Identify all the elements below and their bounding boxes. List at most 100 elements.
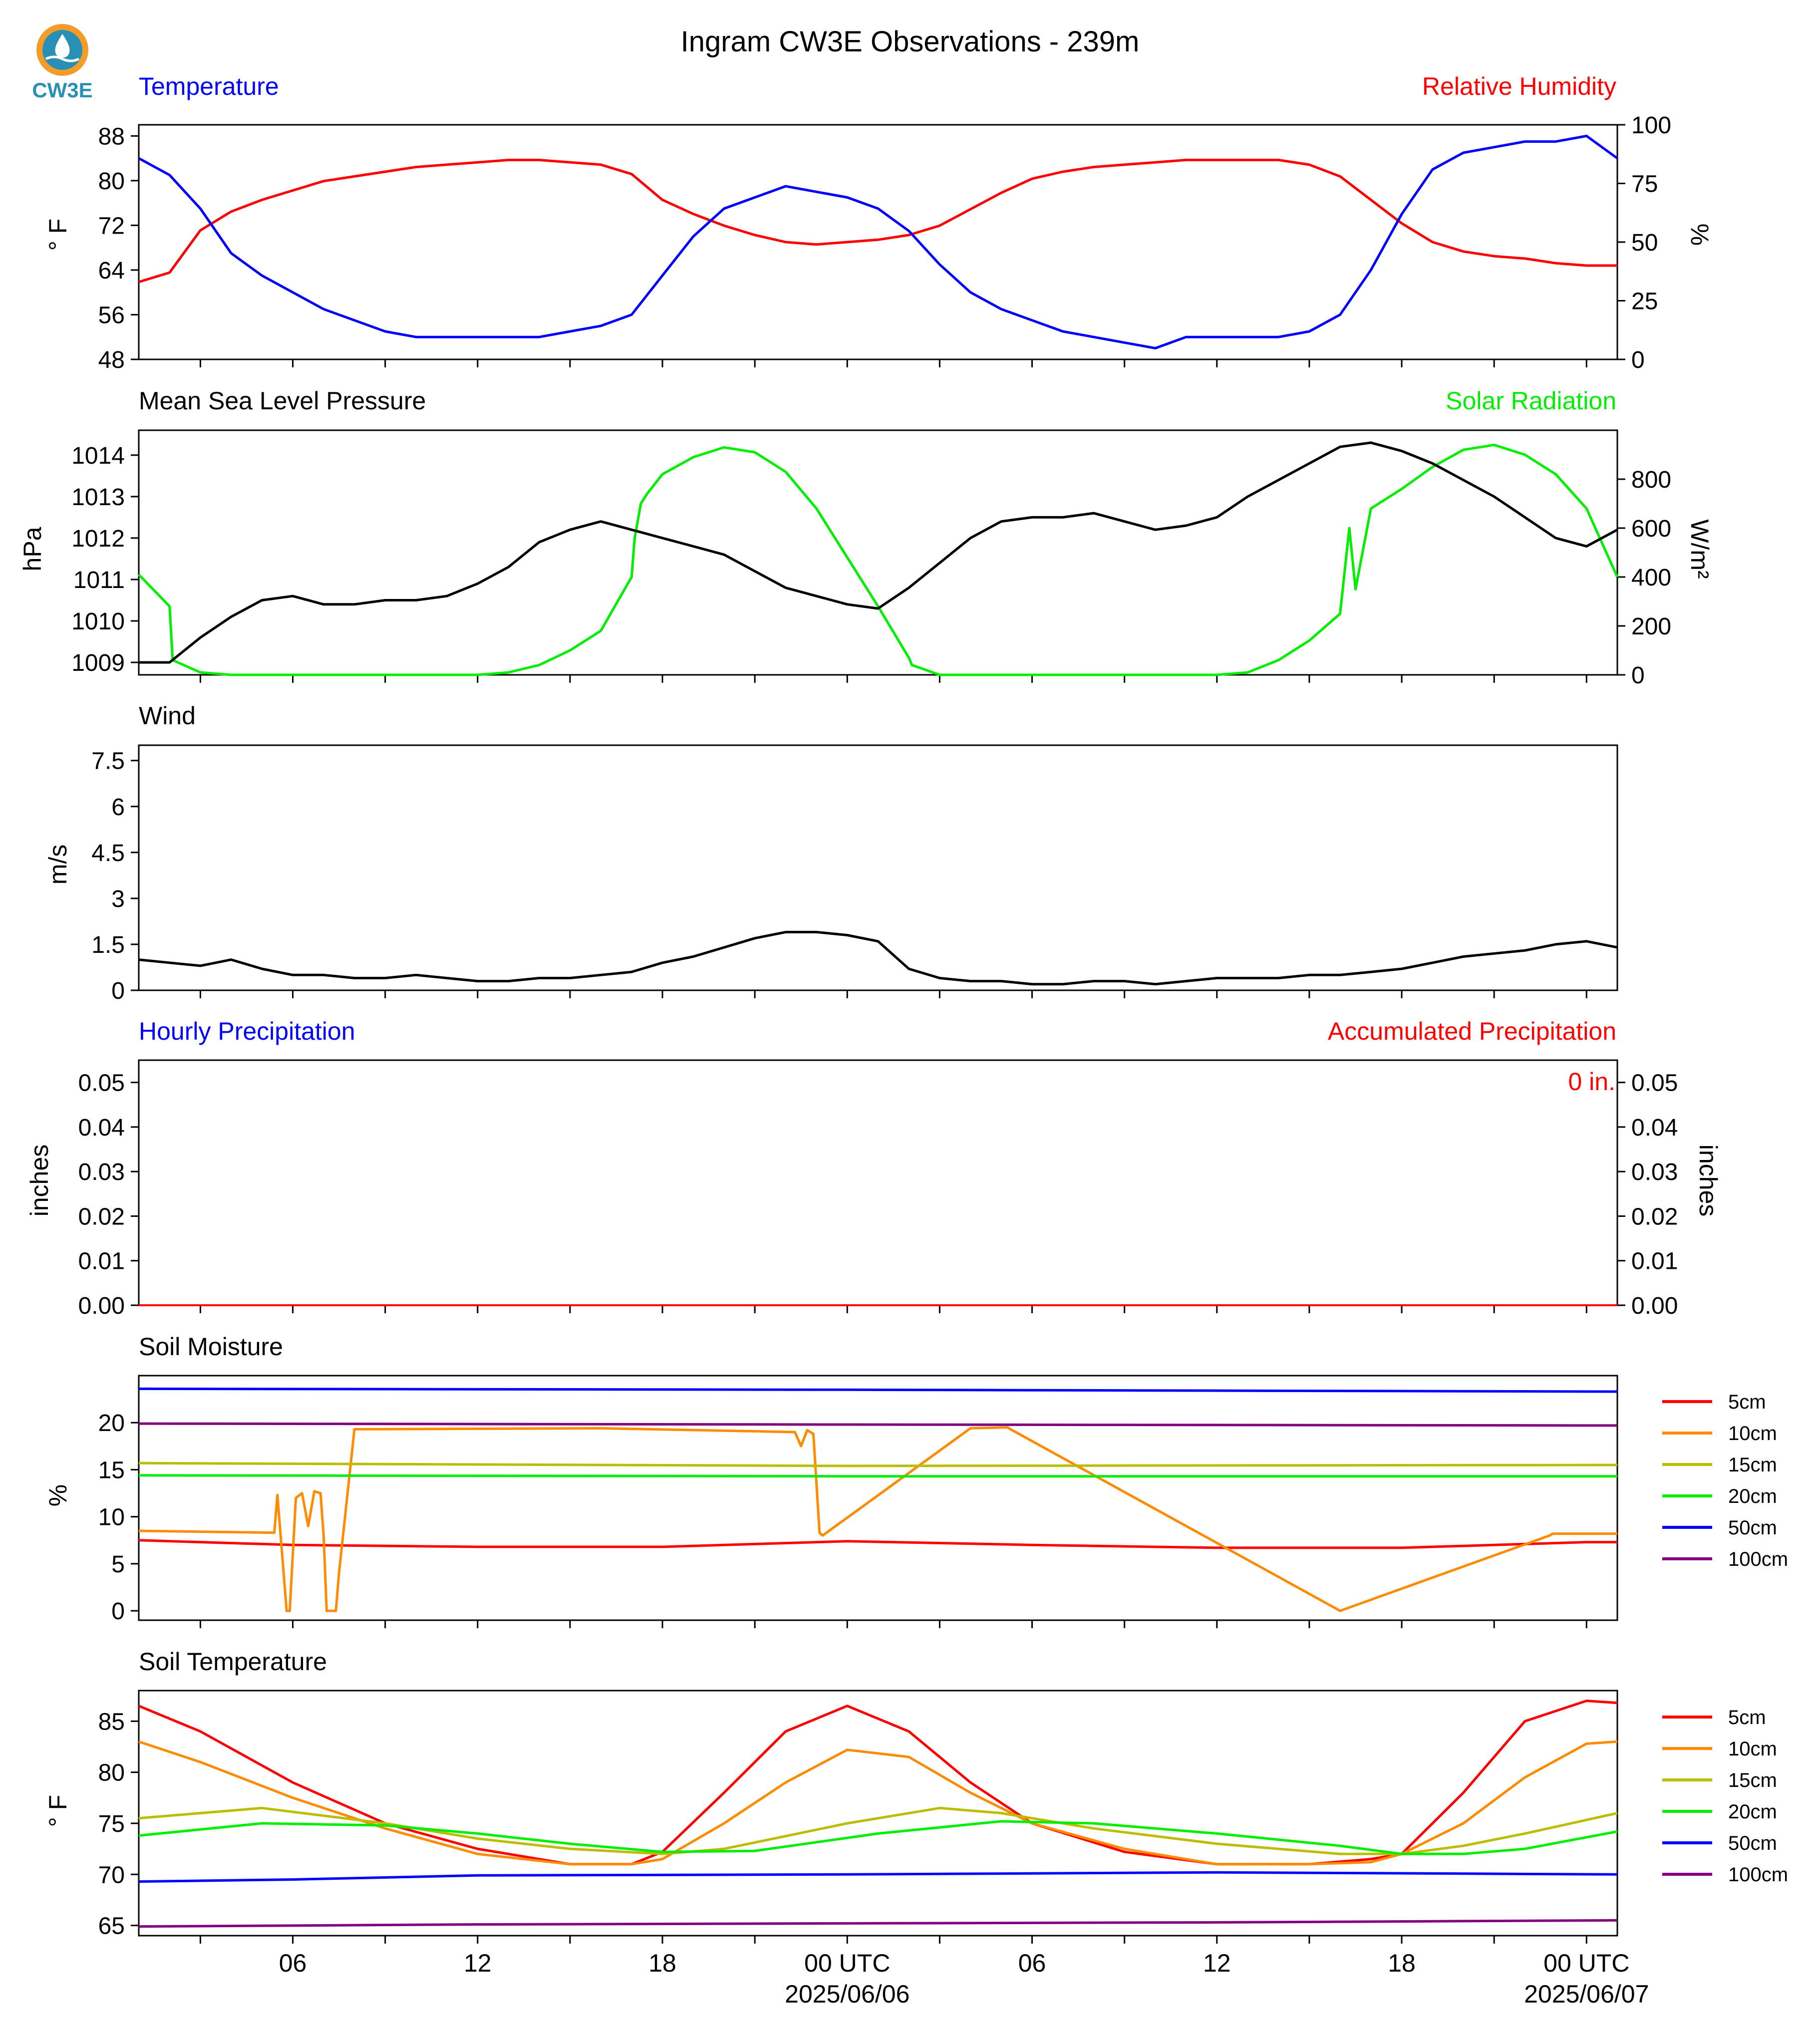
humidity-ytick-label: 0 [1631,347,1645,373]
pressure-solar-frame [138,429,1618,676]
soil-moisture-series-line [138,1426,1617,1612]
wind-ytick-label: 4.5 [91,840,125,867]
y-label-humidity: % [1686,224,1714,246]
panel-temp-rh: Temperature Relative Humidity ° F % 48 56… [44,72,1714,373]
y-label-precip-left: inches [25,1145,53,1217]
wind-ytick-label: 6 [111,794,125,821]
solar-ytick-label: 400 [1631,565,1671,591]
soil-temp-series-line [138,1871,1618,1883]
solar-ytick-label: 0 [1631,662,1645,689]
legend-label: 15cm [1728,1454,1777,1476]
legend-label: 50cm [1728,1832,1777,1854]
soil-temp-ytick-label: 85 [98,1709,125,1735]
temperature-ytick-label: 88 [98,123,125,150]
y-label-soil-temp: ° F [44,1795,72,1827]
legend-label: 20cm [1728,1801,1777,1823]
plot-temp-rh: 48 56 64 72 80 88 0 25 50 75 100 [98,112,1671,373]
x-tick-label: 18 [648,1949,676,1977]
temperature-ytick-label: 64 [98,258,125,284]
pressure-ytick-label: 1009 [71,650,125,676]
plot-wind: 0 1.5 3 4.5 6 7.5 [91,744,1618,1004]
humidity-ytick-label: 100 [1631,112,1671,139]
pressure-series-line [139,441,1618,664]
soil-temp-series-line [138,1740,1618,1866]
plot-soil-moisture: 0 5 10 15 20 [98,1375,1618,1628]
soil-moisture-ytick-label: 5 [111,1551,125,1578]
legend-label: 15cm [1728,1769,1777,1791]
temp-rh-frame [138,124,1618,360]
logo-text: CW3E [32,78,92,102]
soil-moisture-series-line [138,1422,1618,1427]
solar-series-line [138,443,1619,676]
wind-ytick-label: 1.5 [91,932,125,958]
legend-soil-moisture: 5cm 10cm 15cm 20cm 50cm 100cm [1662,1391,1788,1570]
solar-ytick-label: 600 [1631,516,1671,542]
panel-title-wind: Wind [139,702,196,730]
x-tick-label: 18 [1388,1949,1416,1977]
pressure-ytick-label: 1010 [71,608,125,635]
precip-right-ytick-label: 0.01 [1631,1248,1678,1275]
logo-wave-lines-icon [45,55,80,62]
panel-soil-temp: Soil Temperature ° F 65 70 75 80 85 5cm 10cm 1… [44,1648,1788,2008]
x-tick-label: 00 UTC [804,1949,890,1977]
accum-precip-annotation: 0 in. [1568,1068,1615,1096]
precip-right-ytick-label: 0.02 [1631,1203,1678,1230]
y-label-precip-right: inches [1694,1145,1722,1217]
precip-left-ytick-label: 0.02 [78,1203,125,1230]
x-tick-label: 06 [279,1949,307,1977]
soil-temp-series-line [138,1806,1618,1855]
y-label-solar: W/m² [1686,519,1714,579]
legend-label: 20cm [1728,1485,1777,1507]
y-label-wind: m/s [44,845,72,885]
plot-pressure-solar: 1009 1010 1011 1012 1013 1014 0 200 400 600 800 [71,429,1671,689]
humidity-ytick-label: 50 [1631,230,1658,256]
precip-right-ytick-label: 0.00 [1631,1293,1678,1319]
precip-right-ytick-label: 0.03 [1631,1159,1678,1185]
soil-temp-series-line [138,1700,1618,1866]
panel-title-temperature: Temperature [139,72,279,100]
y-label-temperature: ° F [44,219,72,251]
x-date-label: 2025/06/07 [1524,1980,1649,2008]
precip-left-ytick-label: 0.03 [78,1159,125,1185]
panel-soil-moisture: Soil Moisture % 0 5 10 15 20 5cm 10cm 15cm 20cm… [44,1333,1788,1628]
pressure-ytick-label: 1013 [71,484,125,511]
x-tick-label: 12 [1203,1949,1231,1977]
soil-moisture-ytick-label: 15 [98,1457,125,1483]
precip-left-ytick-label: 0.04 [78,1115,125,1141]
legend-soil-temp: 5cm 10cm 15cm 20cm 50cm 100cm [1662,1707,1788,1886]
figure-title: Ingram CW3E Observations - 239m [681,25,1140,58]
wind-ytick-label: 3 [111,886,125,912]
soil-moisture-frame [138,1375,1618,1621]
soil-moisture-series-line [138,1474,1617,1478]
wind-series-line [138,930,1618,986]
legend-label: 10cm [1728,1423,1777,1445]
precip-left-ytick-label: 0.01 [78,1248,125,1275]
x-axis-labels: 06 12 18 00 UTC 2025/06/06 06 12 18 00 UTC 2025/0… [279,1949,1649,2008]
soil-moisture-ytick-label: 10 [98,1504,125,1531]
wind-ytick-label: 0 [111,978,125,1004]
legend-label: 50cm [1728,1517,1777,1539]
panel-title-relative-humidity: Relative Humidity [1422,72,1616,100]
legend-label: 5cm [1728,1707,1766,1729]
panel-pressure-solar: Mean Sea Level Pressure Solar Radiation … [18,387,1714,689]
x-date-label: 2025/06/06 [785,1980,910,2008]
plot-precip: 0.00 0.01 0.02 0.03 0.04 0.05 0.00 0.01 0.02 0.03… [78,1059,1678,1319]
wind-ytick-label: 7.5 [91,748,125,775]
precip-right-ytick-label: 0.04 [1631,1115,1678,1141]
logo-drop-icon [55,34,70,58]
precip-left-ytick-label: 0.00 [78,1293,125,1319]
solar-ytick-label: 800 [1631,467,1671,493]
soil-moisture-ytick-label: 20 [98,1410,125,1437]
pressure-ytick-label: 1011 [73,567,125,593]
temperature-ytick-label: 72 [98,213,125,239]
panel-title-hourly-precip: Hourly Precipitation [139,1017,355,1045]
legend-label: 5cm [1728,1391,1766,1413]
soil-temp-ytick-label: 80 [98,1760,125,1786]
precip-left-ytick-label: 0.05 [78,1070,125,1097]
y-label-soil-moisture: % [44,1484,72,1506]
legend-label: 100cm [1728,1864,1788,1886]
humidity-series-line [138,159,1617,284]
panel-title-soil-moisture: Soil Moisture [139,1333,283,1361]
plot-soil-temp: 65 70 75 80 85 [98,1690,1618,1944]
